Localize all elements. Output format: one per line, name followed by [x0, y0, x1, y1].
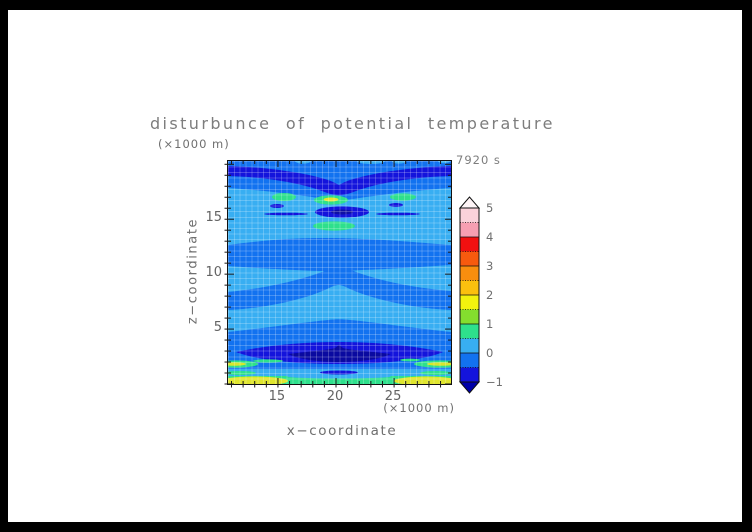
colorbar: 5 4 3 2 1 0 −1 [458, 196, 503, 394]
colorbar-segment [460, 237, 479, 252]
colorbar-tick-label: 1 [486, 317, 493, 331]
colorbar-segment [460, 208, 479, 223]
x-tick-label: 20 [326, 389, 344, 404]
x-tick-label: 15 [268, 389, 286, 404]
colorbar-over-arrow [458, 196, 481, 209]
colorbar-segment [460, 324, 479, 339]
contour-field-image [228, 161, 451, 384]
colorbar-segment [460, 295, 479, 310]
chart-title: disturbunce of potential temperature [150, 114, 555, 133]
colorbar-segment [460, 367, 479, 382]
colorbar-tick-label: 3 [486, 259, 493, 273]
colorbar-tick-label: 5 [486, 201, 493, 215]
colorbar-segment [460, 266, 479, 281]
y-tick-label: 5 [213, 320, 222, 336]
y-axis-unit-label: (×1000 m) [158, 137, 230, 151]
contour-plot-area [224, 160, 452, 388]
colorbar-tick-label: 0 [486, 346, 493, 360]
colorbar-segment [460, 353, 479, 368]
x-axis-unit-label: (×1000 m) [383, 401, 455, 415]
colorbar-segment [460, 309, 479, 324]
colorbar-tick-label: −1 [486, 375, 503, 389]
colorbar-segment [460, 251, 479, 266]
time-annotation: 7920 s [456, 153, 501, 167]
y-tick-label: 10 [205, 265, 222, 281]
x-tick-label: 25 [384, 389, 402, 404]
colorbar-tick-label: 4 [486, 230, 493, 244]
colorbar-under-arrow [458, 381, 481, 394]
colorbar-segment [460, 338, 479, 353]
colorbar-tick-label: 2 [486, 288, 493, 302]
colorbar-segment [460, 280, 479, 295]
colorbar-segment [460, 222, 479, 237]
y-tick-label: 15 [205, 210, 222, 226]
x-axis-title: x−coordinate [286, 423, 398, 439]
